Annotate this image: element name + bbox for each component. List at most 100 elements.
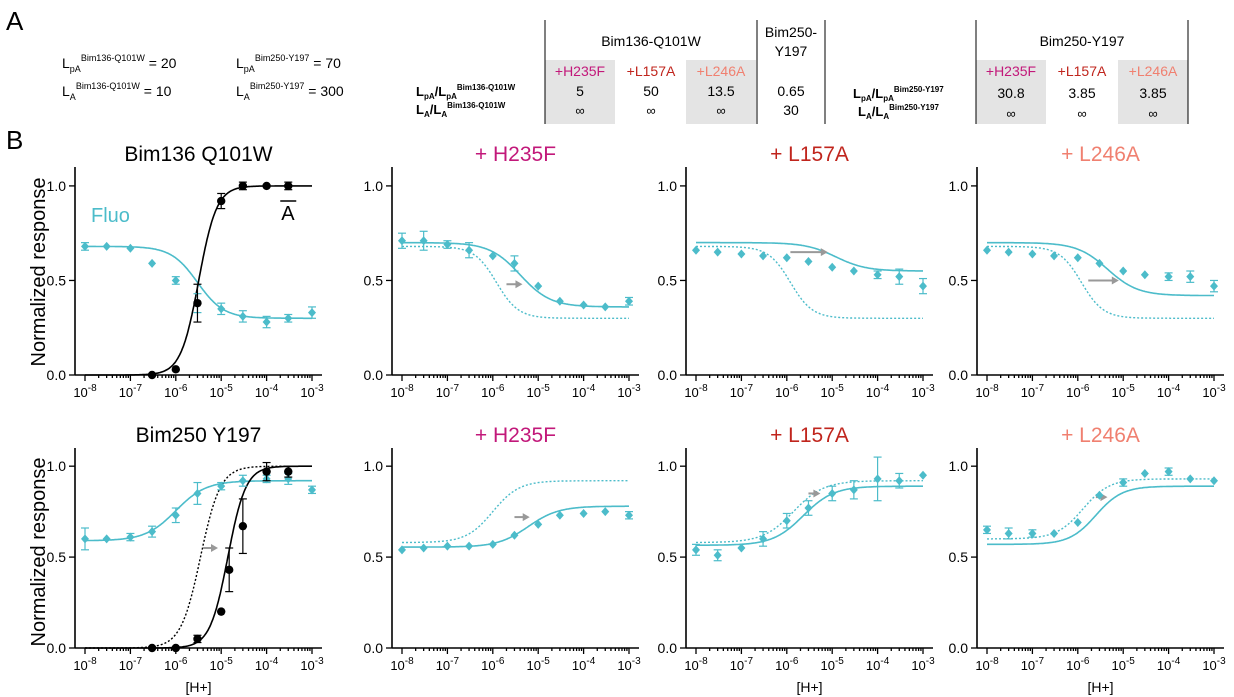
data-point [828, 262, 837, 272]
x-tick-label: 10-4 [866, 383, 890, 400]
table-row-label-lpa-bim250: LpA/LpABim250-Y197 [853, 85, 944, 103]
fit-curve [696, 241, 923, 272]
data-point [102, 534, 111, 544]
x-tick-label: 10-5 [210, 656, 234, 673]
table-cell: ∞ [646, 103, 655, 118]
data-point [625, 510, 633, 520]
data-point [759, 534, 768, 544]
chart-panel-1: + H235F 0.0 0.5 1.0 10-8 10-7 10-6 10-5 10-4 10-3 [364, 143, 642, 400]
x-tick-label: 10-6 [1066, 656, 1090, 673]
data-point [895, 476, 904, 486]
series-label-fluo: Fluo [91, 205, 130, 227]
x-tick-label: 10-6 [164, 383, 188, 400]
data-point [465, 245, 474, 255]
table-cell: 50 [643, 83, 659, 99]
data-point [873, 270, 882, 280]
data-point [238, 521, 248, 531]
reference-curve [987, 245, 1214, 319]
reference-curve [402, 245, 629, 319]
chart-panel-5: + H235F 0.0 0.5 1.0 10-8 10-7 10-6 10-5 10-4 10-3 [364, 424, 642, 673]
data-point [419, 543, 428, 553]
table-cell: ∞ [575, 103, 584, 118]
fit-curve [987, 241, 1214, 297]
data-point [238, 476, 247, 486]
x-tick-label: 10-5 [821, 383, 845, 400]
x-tick-label: 10-7 [119, 383, 143, 400]
data-point [443, 240, 452, 250]
table-row-label-la-bim250: LA/LABim250-Y197 [858, 103, 939, 121]
data-point [465, 541, 474, 551]
fit-curve [987, 485, 1214, 546]
data-point [1028, 528, 1037, 538]
data-point [193, 298, 202, 308]
table-header-bim136: Bim136-Q101W [601, 33, 701, 49]
table-shade-h235f-bim250 [976, 60, 1046, 124]
data-point [579, 300, 588, 310]
y-tick-label: 0.0 [364, 640, 384, 656]
y-tick-label: 0.0 [47, 640, 67, 656]
data-point [284, 313, 293, 323]
const-la-bim136: LABim136-Q101W = 10 [62, 81, 172, 102]
chart-title: + L157A [770, 143, 849, 166]
data-point [601, 302, 610, 312]
data-point [1164, 467, 1173, 477]
x-tick-label: 10-6 [481, 383, 505, 400]
x-tick-label: 10-5 [210, 383, 234, 400]
data-point [1119, 266, 1128, 276]
y-tick-label: 0.5 [364, 549, 384, 565]
x-tick-label: 10-5 [821, 656, 845, 673]
y-tick-label: 0.5 [47, 272, 67, 288]
x-tick-label: 10-7 [730, 383, 754, 400]
y-tick-label: 0.5 [658, 549, 678, 565]
data-point [692, 245, 700, 255]
data-point [488, 539, 497, 549]
data-point [1164, 272, 1173, 282]
reference-curve [696, 480, 923, 544]
table-header-bim250-line2: Y197 [775, 43, 808, 59]
data-point [147, 370, 157, 380]
shift-arrow-head [1111, 276, 1119, 285]
data-point [510, 530, 519, 540]
data-point [782, 253, 791, 263]
x-tick-label: 10-8 [73, 383, 97, 400]
data-point [983, 525, 991, 535]
data-point [148, 527, 157, 537]
data-point [262, 181, 271, 191]
table-cell: 3.85 [1139, 85, 1166, 101]
y-tick-label: 0.0 [949, 640, 969, 656]
data-point [849, 485, 858, 495]
x-tick-label: 10-3 [911, 383, 935, 400]
x-tick-label: 10-8 [390, 656, 414, 673]
x-tick-label: 10-3 [1202, 656, 1226, 673]
chart-panel-6: + L157A 0.0 0.5 1.0 10-8 10-7 10-6 10-5 10-4 10-3… [658, 424, 936, 695]
data-point [224, 565, 234, 575]
data-point [919, 281, 927, 291]
chart-panel-0: Bim136 Q101W 0.0 0.5 1.0 10-8 10-7 10-6 10-5 10-… [47, 143, 325, 400]
chart-title: + L157A [770, 424, 849, 447]
table-cell: 5 [576, 83, 584, 99]
x-tick-label: 10-6 [164, 656, 188, 673]
y-tick-label: 1.0 [364, 178, 384, 194]
data-point [217, 481, 226, 491]
x-tick-label: 10-6 [775, 383, 799, 400]
x-axis-label: [H+] [796, 679, 822, 695]
data-point [1004, 247, 1013, 257]
data-point [1186, 474, 1195, 484]
table-header-bim250-right: Bim250-Y197 [1040, 33, 1125, 49]
x-tick-label: 10-5 [1112, 656, 1136, 673]
x-tick-label: 10-3 [300, 383, 324, 400]
reference-curve [402, 480, 629, 544]
data-point [692, 545, 700, 555]
data-point [126, 243, 135, 253]
x-tick-label: 10-4 [1157, 656, 1181, 673]
table-cell: 13.5 [707, 83, 734, 99]
x-tick-label: 10-7 [119, 656, 143, 673]
const-lpa-bim136: LpABim136-Q101W = 20 [62, 53, 177, 74]
data-point [398, 236, 406, 246]
fit-curve [85, 185, 312, 376]
data-point [804, 503, 813, 513]
table-row-label-la: LA/LABim136-Q101W [416, 101, 506, 119]
y-tick-label: 0.5 [949, 549, 969, 565]
panel-letter-b: B [6, 125, 23, 155]
